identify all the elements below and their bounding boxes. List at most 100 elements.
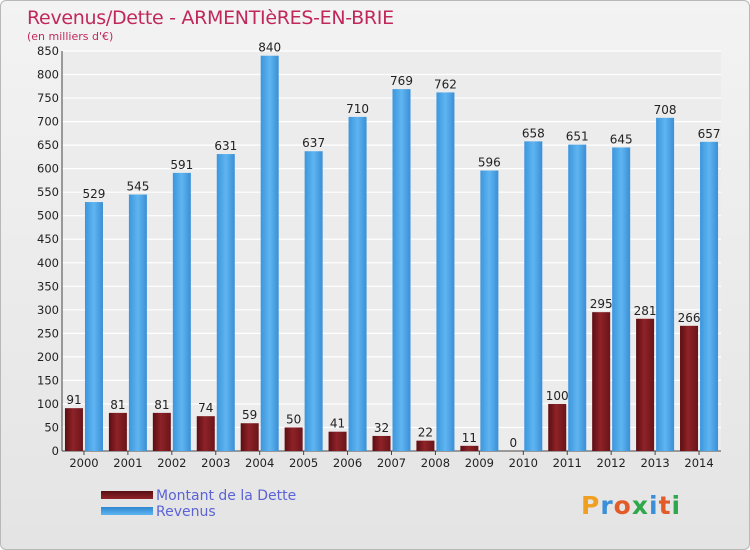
bar-revenus (128, 194, 147, 451)
bar-dette (284, 427, 303, 451)
data-label-dette: 266 (678, 311, 701, 325)
legend-label-revenus: Revenus (156, 504, 216, 520)
y-tick-label: 150 (37, 373, 59, 387)
data-label-revenus: 708 (654, 103, 677, 117)
data-label-revenus: 631 (214, 139, 237, 153)
y-tick-label: 450 (37, 232, 59, 246)
data-label-revenus: 545 (126, 180, 149, 194)
bar-revenus (524, 141, 543, 451)
bar-dette (196, 416, 215, 451)
legend-swatch-dette (101, 491, 153, 499)
data-label-dette: 0 (509, 436, 517, 450)
x-tick-label: 2001 (113, 456, 142, 470)
y-tick-label: 700 (37, 115, 59, 129)
data-label-revenus: 658 (522, 126, 545, 140)
y-tick-label: 650 (37, 138, 59, 152)
bar-dette (460, 445, 479, 451)
bar-dette (680, 325, 699, 451)
bar-dette (416, 440, 435, 451)
y-tick-label: 100 (37, 397, 59, 411)
y-tick-label: 350 (37, 279, 59, 293)
data-label-dette: 11 (462, 431, 477, 445)
data-label-dette: 22 (418, 426, 433, 440)
data-label-dette: 81 (110, 398, 125, 412)
y-tick-label: 300 (37, 303, 59, 317)
bar-revenus (480, 170, 499, 451)
chart-subtitle: (en milliers d'€) (27, 30, 114, 43)
chart-title: Revenus/Dette - ARMENTIèRES-EN-BRIE (27, 7, 394, 29)
data-label-revenus: 591 (170, 158, 193, 172)
y-tick-label: 500 (37, 209, 59, 223)
x-tick-label: 2002 (157, 456, 186, 470)
proxiti-logo: Proxiti (581, 491, 682, 520)
x-tick-label: 2000 (69, 456, 98, 470)
plot-area (62, 51, 721, 451)
x-tick-label: 2003 (201, 456, 230, 470)
bar-revenus (700, 141, 719, 451)
data-label-revenus: 645 (610, 132, 633, 146)
x-tick-label: 2008 (421, 456, 450, 470)
bar-revenus (304, 151, 323, 451)
x-tick-label: 2007 (377, 456, 406, 470)
data-label-dette: 50 (286, 412, 301, 426)
data-label-dette: 100 (546, 389, 569, 403)
data-label-revenus: 529 (83, 187, 106, 201)
bar-revenus (392, 89, 411, 451)
data-label-dette: 59 (242, 408, 257, 422)
x-tick-label: 2004 (245, 456, 274, 470)
data-label-revenus: 710 (346, 102, 369, 116)
bar-dette (636, 318, 655, 451)
bar-dette (592, 312, 611, 451)
bar-dette (152, 412, 171, 451)
x-tick-label: 2011 (553, 456, 582, 470)
bar-revenus (260, 55, 279, 452)
data-label-revenus: 596 (478, 156, 501, 170)
data-label-revenus: 762 (434, 77, 457, 91)
data-label-dette: 281 (634, 304, 657, 318)
x-tick-label: 2009 (465, 456, 494, 470)
x-tick-label: 2006 (333, 456, 362, 470)
bar-revenus (216, 154, 235, 451)
bar-dette (64, 408, 83, 451)
x-tick-label: 2014 (684, 456, 713, 470)
x-tick-label: 2005 (289, 456, 318, 470)
bar-dette (372, 435, 391, 451)
bar-dette (108, 412, 127, 451)
y-tick-label: 200 (37, 350, 59, 364)
data-label-revenus: 657 (698, 127, 721, 141)
bar-dette (240, 423, 259, 451)
y-tick-label: 0 (52, 444, 59, 458)
data-label-dette: 74 (198, 401, 213, 415)
y-tick-label: 800 (37, 68, 59, 82)
bar-revenus (84, 202, 103, 451)
data-label-revenus: 769 (390, 74, 413, 88)
y-tick-label: 550 (37, 185, 59, 199)
bar-revenus (172, 172, 191, 451)
bar-dette (328, 431, 347, 451)
data-label-dette: 81 (154, 398, 169, 412)
data-label-dette: 41 (330, 417, 345, 431)
data-label-revenus: 637 (302, 136, 325, 150)
bar-revenus (348, 116, 367, 451)
x-tick-label: 2012 (597, 456, 626, 470)
legend-label-dette: Montant de la Dette (156, 488, 297, 504)
y-tick-label: 50 (44, 420, 59, 434)
data-label-dette: 295 (590, 297, 613, 311)
data-label-dette: 91 (66, 393, 81, 407)
data-label-dette: 32 (374, 421, 389, 435)
bar-revenus (612, 147, 631, 451)
x-tick-label: 2010 (509, 456, 538, 470)
y-tick-label: 250 (37, 326, 59, 340)
y-tick-label: 850 (37, 44, 59, 58)
bar-revenus (568, 144, 587, 451)
data-label-revenus: 651 (566, 130, 589, 144)
y-tick-label: 600 (37, 162, 59, 176)
bar-revenus (656, 117, 675, 451)
bar-revenus (436, 92, 455, 451)
bar-dette (548, 403, 567, 451)
y-tick-label: 400 (37, 256, 59, 270)
data-label-revenus: 840 (258, 41, 281, 55)
x-tick-label: 2013 (640, 456, 669, 470)
